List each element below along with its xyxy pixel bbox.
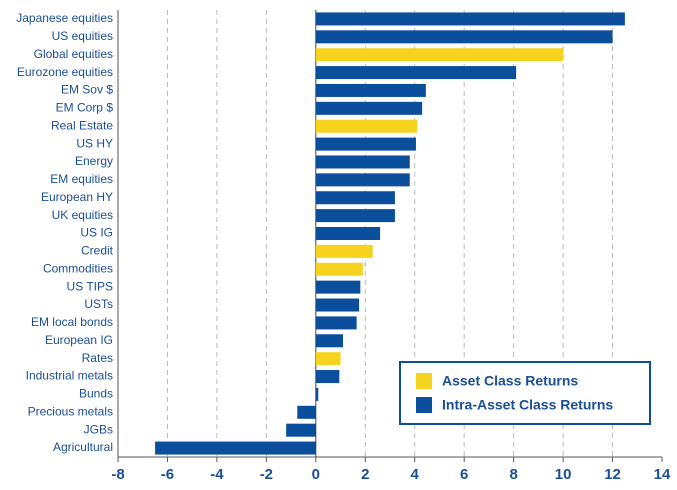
category-label: Credit (81, 244, 114, 258)
bar (315, 155, 410, 169)
category-label: US IG (80, 226, 113, 240)
category-label: EM Corp $ (56, 101, 114, 115)
bar (315, 137, 416, 151)
bar (315, 12, 625, 26)
bar (315, 334, 344, 348)
bar (315, 119, 418, 133)
bar (315, 370, 340, 384)
legend-swatch (416, 397, 432, 413)
bar (315, 387, 319, 401)
legend-swatch (416, 373, 432, 389)
bar (297, 405, 316, 419)
bar (315, 280, 361, 294)
category-label: UK equities (52, 208, 113, 222)
legend-label: Intra-Asset Class Returns (442, 397, 613, 413)
bar (286, 423, 316, 437)
category-label: EM equities (50, 172, 113, 186)
category-label: JGBs (84, 422, 113, 436)
category-label: European IG (45, 333, 113, 347)
bar (315, 83, 426, 97)
category-label: EM Sov $ (61, 83, 113, 97)
x-tick-label: 10 (555, 466, 572, 483)
bar (155, 441, 316, 455)
bar (315, 316, 357, 330)
category-label: Energy (75, 154, 113, 168)
x-tick-label: -8 (111, 466, 124, 483)
x-tick-label: 8 (509, 466, 517, 483)
x-tick-label: -4 (210, 466, 224, 483)
bar (315, 48, 564, 62)
category-label: Bunds (79, 387, 113, 401)
category-label: Eurozone equities (17, 65, 113, 79)
x-tick-label: 0 (312, 466, 320, 483)
category-label: US equities (52, 29, 113, 43)
category-label: Industrial metals (26, 369, 113, 383)
bar (315, 244, 373, 258)
x-tick-label: 2 (361, 466, 369, 483)
bar (315, 227, 381, 240)
category-label: US TIPS (67, 279, 113, 293)
bar (315, 173, 410, 187)
legend-label: Asset Class Returns (442, 373, 578, 389)
x-tick-label: 4 (411, 466, 420, 483)
x-tick-label: 12 (604, 466, 621, 483)
category-label: USTs (84, 297, 113, 311)
category-label: Global equities (34, 47, 113, 61)
category-label: Commodities (43, 261, 113, 275)
bar (315, 30, 613, 44)
category-label: Precious metals (28, 404, 113, 418)
x-tick-label: -6 (161, 466, 174, 483)
x-tick-label: 6 (460, 466, 468, 483)
bar (315, 298, 360, 312)
bar (315, 101, 423, 115)
category-label: Agricultural (53, 440, 113, 454)
bar (315, 191, 395, 205)
category-label: European HY (41, 190, 113, 204)
category-label: EM local bonds (31, 315, 113, 329)
category-label: Japanese equities (16, 11, 113, 25)
x-tick-label: -2 (260, 466, 273, 483)
category-label: US HY (76, 136, 113, 150)
bar (315, 66, 517, 80)
category-label: Rates (82, 351, 113, 365)
legend-box (399, 361, 651, 425)
category-label: Real Estate (51, 118, 113, 132)
bar (315, 209, 395, 223)
x-tick-label: 14 (654, 466, 671, 483)
bar (315, 352, 341, 366)
bar (315, 262, 363, 276)
